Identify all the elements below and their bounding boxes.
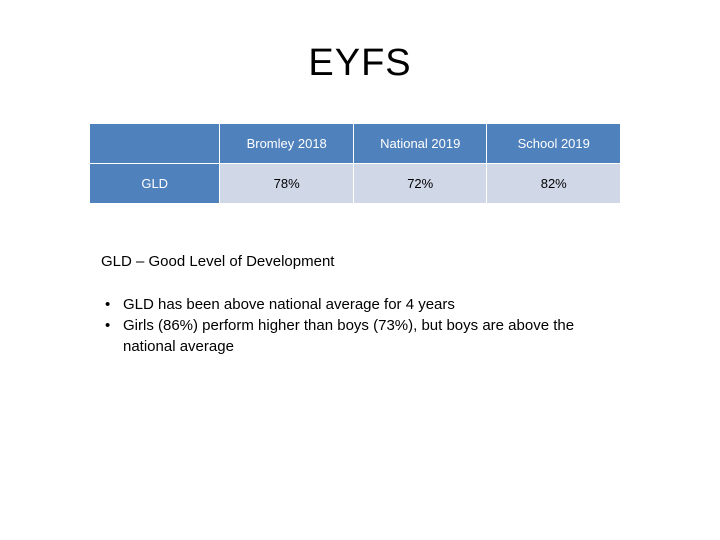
column-header-national-2019: National 2019 xyxy=(352,123,488,164)
table-row: GLD 78% 72% 82% xyxy=(88,163,621,204)
column-header-bromley-2018: Bromley 2018 xyxy=(219,123,354,164)
cell-national-2019: 72% xyxy=(352,163,488,204)
bullet-list: • GLD has been above national average fo… xyxy=(101,294,601,357)
results-table: Bromley 2018 National 2019 School 2019 G… xyxy=(88,123,621,204)
table-corner-cell xyxy=(88,123,221,164)
table-header-row: Bromley 2018 National 2019 School 2019 xyxy=(88,123,621,164)
gld-definition: GLD – Good Level of Development xyxy=(101,253,335,270)
cell-school-2019: 82% xyxy=(486,163,621,204)
list-item: • GLD has been above national average fo… xyxy=(101,294,601,315)
column-header-school-2019: School 2019 xyxy=(486,123,621,164)
bullet-icon: • xyxy=(105,317,111,334)
list-item-text: Girls (86%) perform higher than boys (73… xyxy=(123,317,575,355)
list-item: • Girls (86%) perform higher than boys (… xyxy=(101,315,601,357)
cell-bromley-2018: 78% xyxy=(219,163,354,204)
row-header-gld: GLD xyxy=(88,163,221,204)
page-title: EYFS xyxy=(308,42,412,84)
list-item-text: GLD has been above national average for … xyxy=(123,296,455,313)
bullet-icon: • xyxy=(105,296,111,313)
